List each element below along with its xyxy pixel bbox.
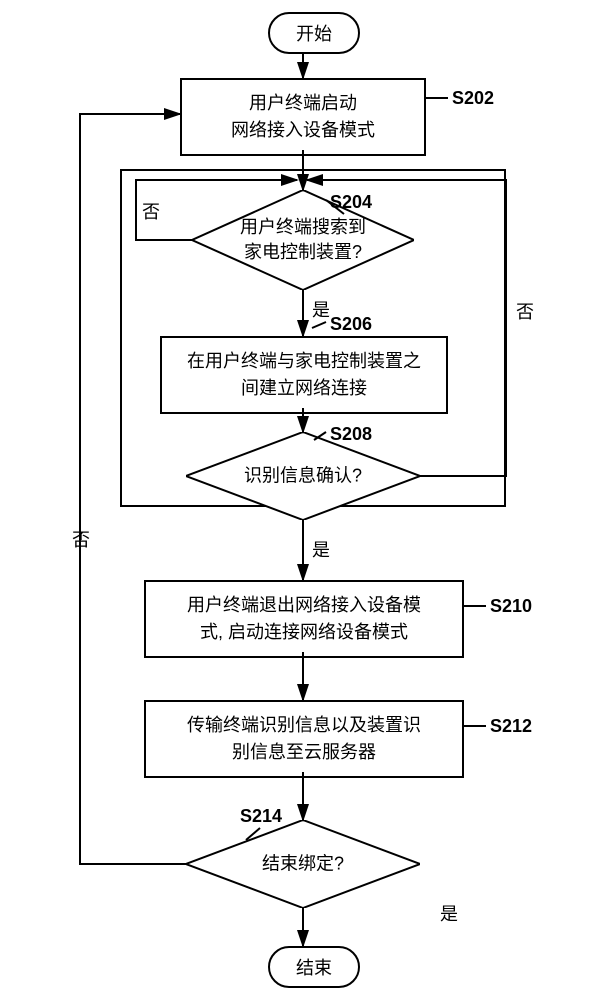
edge-s208-yes: 是: [312, 536, 330, 562]
end-node: 结束: [268, 946, 360, 988]
label-s206: S206: [330, 314, 372, 335]
label-s214: S214: [240, 806, 282, 827]
decision-s204: 用户终端搜索到 家电控制装置?: [192, 190, 414, 290]
decision-s214: 结束绑定?: [186, 820, 420, 908]
process-s202: 用户终端启动 网络接入设备模式: [180, 78, 426, 156]
edge-s214-yes: 是: [440, 900, 458, 926]
s202-line1: 用户终端启动: [249, 90, 357, 117]
s206-line1: 在用户终端与家电控制装置之: [187, 348, 421, 375]
edge-s208-no: 否: [516, 298, 534, 324]
s204-line2: 家电控制装置?: [192, 240, 414, 265]
label-s208: S208: [330, 424, 372, 445]
edge-s204-no: 否: [142, 198, 160, 224]
s202-line2: 网络接入设备模式: [231, 117, 375, 144]
process-s206: 在用户终端与家电控制装置之 间建立网络连接: [160, 336, 448, 414]
s206-line2: 间建立网络连接: [241, 375, 367, 402]
label-s202: S202: [452, 88, 494, 109]
label-s210: S210: [490, 596, 532, 617]
start-node: 开始: [268, 12, 360, 54]
process-s210: 用户终端退出网络接入设备模 式, 启动连接网络设备模式: [144, 580, 464, 658]
s214-text: 结束绑定?: [262, 853, 344, 873]
edge-s204-yes: 是: [312, 296, 330, 322]
edge-s214-no: 否: [72, 526, 90, 552]
label-s212: S212: [490, 716, 532, 737]
decision-s208: 识别信息确认?: [186, 432, 420, 520]
start-text: 开始: [296, 20, 332, 46]
process-s212: 传输终端识别信息以及装置识 别信息至云服务器: [144, 700, 464, 778]
s208-text: 识别信息确认?: [244, 465, 362, 485]
s212-line1: 传输终端识别信息以及装置识: [187, 712, 421, 739]
end-text: 结束: [296, 954, 332, 980]
flowchart-container: 开始 用户终端启动 网络接入设备模式 S202 用户终端搜索到 家电控制装置? …: [0, 0, 602, 1000]
s210-line2: 式, 启动连接网络设备模式: [200, 619, 408, 646]
s210-line1: 用户终端退出网络接入设备模: [187, 592, 421, 619]
label-s204: S204: [330, 192, 372, 213]
s212-line2: 别信息至云服务器: [232, 739, 376, 766]
s204-line1: 用户终端搜索到: [192, 215, 414, 240]
